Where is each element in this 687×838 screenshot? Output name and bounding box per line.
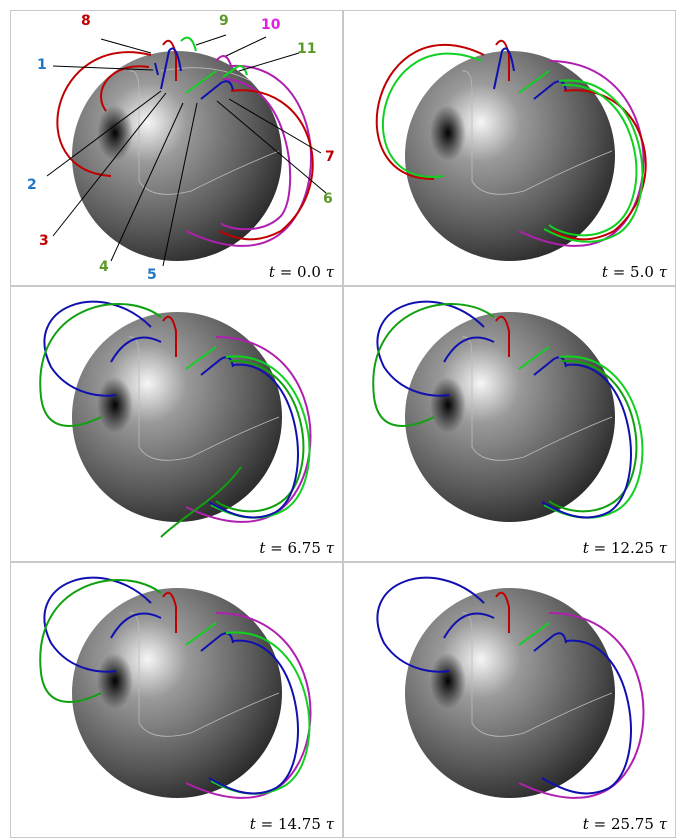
panel-t5: t = 5.0 τ (343, 10, 676, 286)
loop-label-7: 7 (325, 149, 335, 165)
loop-label-11: 11 (297, 41, 317, 57)
loop-green-outer (39, 579, 162, 703)
loop-label-4: 4 (99, 259, 109, 275)
panel-t25-75: t = 25.75 τ (343, 562, 676, 838)
loop-green-outer (39, 303, 162, 427)
loop-4 (185, 622, 217, 646)
loop-4 (518, 70, 550, 94)
sphere-diagram (375, 39, 647, 261)
loop-4 (185, 70, 217, 94)
loop-3 (162, 39, 177, 81)
loop-9 (180, 36, 197, 52)
loop-10 (518, 612, 645, 799)
loop-1 (154, 62, 159, 76)
equator-line (160, 67, 252, 82)
neutral-line (128, 612, 280, 737)
neutral-line (128, 336, 280, 461)
loop-label-1: 1 (37, 57, 47, 73)
sphere (72, 588, 282, 798)
neutral-line (461, 612, 613, 737)
loop-8 (56, 51, 152, 177)
time-label: t = 12.25 τ (582, 539, 667, 557)
loop-11 (543, 79, 644, 243)
loop-6 (222, 65, 248, 78)
loop-11b (548, 359, 638, 513)
sphere-diagram (39, 576, 312, 799)
loop-2 (493, 47, 515, 90)
loop-2 (160, 47, 182, 90)
loop-11b (548, 83, 638, 237)
loop-label-3: 3 (39, 233, 49, 249)
loop-10 (185, 612, 312, 799)
sphere (405, 588, 615, 798)
loop-8 (375, 43, 485, 181)
loop-5 (533, 632, 567, 652)
loop-7 (218, 89, 314, 241)
loop-3 (495, 39, 510, 81)
loop-10 (185, 336, 312, 523)
dark-spot (430, 377, 466, 433)
loop-3 (162, 591, 177, 633)
loop-3 (495, 591, 510, 633)
loop-blue-mid (443, 336, 495, 363)
loop-blue-outer (376, 576, 485, 673)
loop-4 (518, 346, 550, 370)
loop-7 (551, 89, 647, 241)
panel-t6-75: t = 6.75 τ (10, 286, 343, 562)
time-label: t = 6.75 τ (259, 539, 334, 557)
neutral-line (461, 336, 613, 461)
loop-green-outer (372, 303, 495, 427)
loop-label-5: 5 (147, 267, 157, 283)
sphere (405, 312, 615, 522)
loop-4 (185, 346, 217, 370)
sphere (405, 51, 615, 261)
panel-t0: 1 2 3 4 5 6 7 8 9 10 11 t = 0.0 τ (10, 10, 343, 286)
loop-11b (215, 359, 305, 513)
loop-3 (162, 315, 177, 357)
loop-label-6: 6 (323, 191, 333, 207)
loop-5 (200, 80, 234, 100)
dark-spot (430, 653, 466, 709)
time-label: t = 5.0 τ (601, 263, 667, 281)
loop-4 (518, 622, 550, 646)
loop-8-green (382, 52, 483, 178)
time-label: t = 0.0 τ (268, 263, 334, 281)
sphere-diagram (376, 576, 645, 799)
loop-label-10: 10 (261, 17, 281, 33)
loop-blue-mid (443, 612, 495, 639)
dark-spot (97, 653, 133, 709)
loop-8b (100, 65, 150, 112)
loop-label-9: 9 (219, 13, 229, 29)
dark-spot (430, 105, 466, 161)
loop-11 (220, 78, 292, 231)
sphere-diagram (372, 300, 644, 522)
loop-blue-mid (110, 612, 162, 639)
loop-3 (495, 315, 510, 357)
sphere-diagram (39, 300, 312, 538)
pointer-arrows (46, 34, 327, 267)
loop-blue-right (541, 363, 632, 519)
time-label: t = 25.75 τ (582, 815, 667, 833)
panel-t12-25: t = 12.25 τ (343, 286, 676, 562)
neutral-line (461, 70, 613, 195)
sphere (72, 312, 282, 522)
loop-blue-right (208, 639, 299, 795)
panel-t14-75: t = 14.75 τ (10, 562, 343, 838)
dark-spot (97, 377, 133, 433)
loop-blue-right (541, 639, 632, 795)
sphere (72, 51, 282, 261)
loop-label-2: 2 (27, 177, 37, 193)
loop-blue-mid (110, 336, 162, 363)
loop-label-8: 8 (81, 13, 91, 29)
loop-green-low (160, 466, 242, 538)
sphere-diagram (46, 34, 327, 267)
dark-spot (97, 105, 133, 161)
neutral-line (128, 70, 280, 195)
loop-blue-right (208, 363, 299, 519)
time-label: t = 14.75 τ (249, 815, 334, 833)
